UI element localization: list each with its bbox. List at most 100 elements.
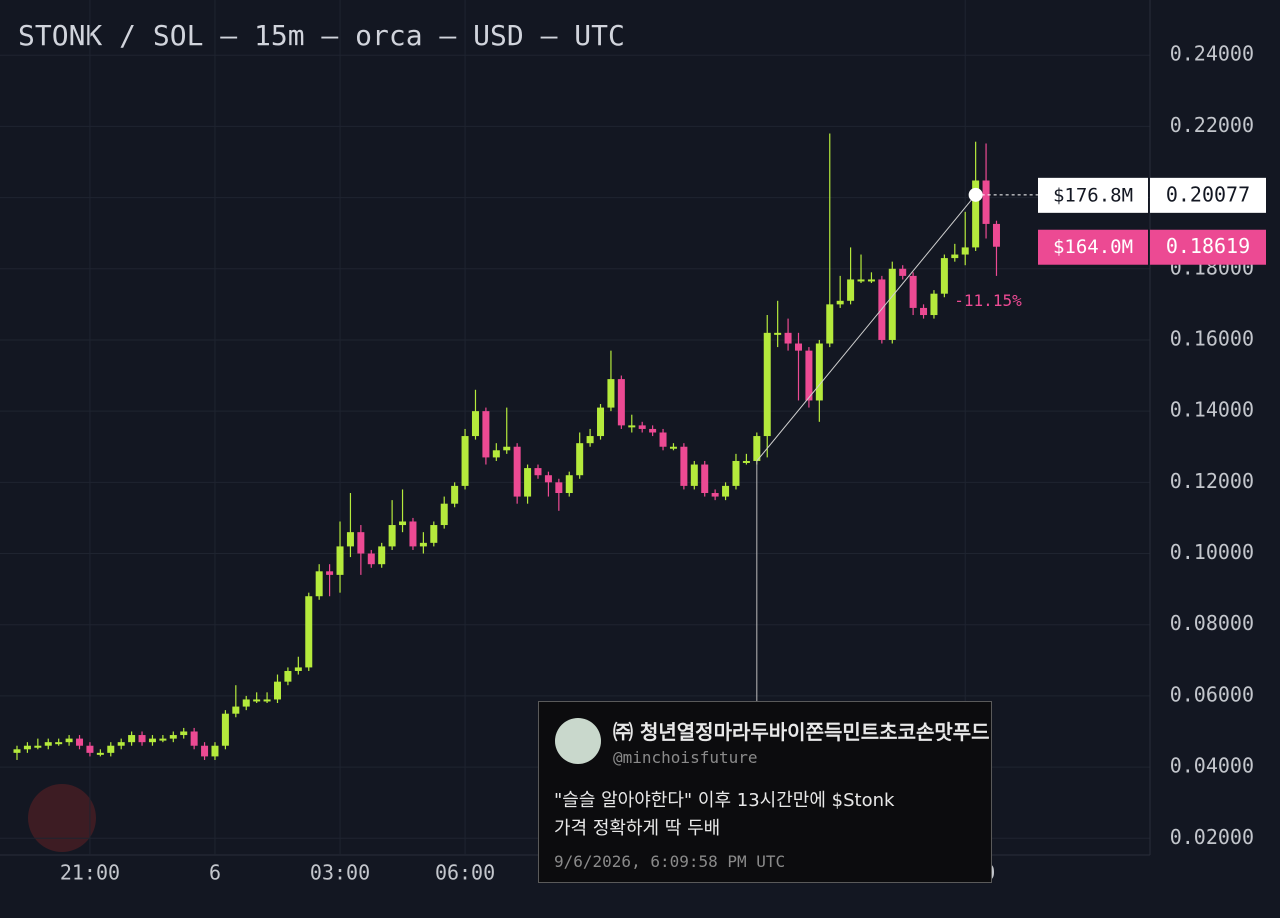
y-tick-label: 0.08000: [1170, 611, 1254, 635]
candle-body: [867, 279, 875, 282]
candle-body: [399, 521, 407, 526]
candle-body: [930, 293, 938, 316]
candle-body: [503, 446, 511, 451]
candle-body: [315, 571, 323, 597]
market-cap-box: [1038, 177, 1148, 213]
tweet-name: ㈜ 청년열정마라두바이쫀득민트초코손맛푸드: [613, 720, 990, 744]
candle-body: [419, 542, 427, 547]
tweet-text: 가격 정확하게 딱 두배: [554, 818, 721, 839]
y-tick-label: 0.02000: [1170, 825, 1254, 849]
candle-body: [367, 553, 375, 565]
candle-body: [711, 493, 719, 497]
tweet-date: 9/6/2026, 6:09:58 PM UTC: [554, 852, 786, 871]
candle-body: [638, 425, 646, 429]
candle-body: [513, 446, 521, 497]
candle-body: [346, 532, 354, 547]
candle-body: [951, 254, 959, 259]
candle-body: [159, 738, 167, 741]
candle-body: [55, 742, 63, 745]
tweet-handle: @minchoisfuture: [613, 748, 758, 767]
candle-body: [305, 596, 313, 668]
y-tick-label: 0.24000: [1170, 42, 1254, 66]
candle-body: [65, 738, 73, 743]
y-tick-label: 0.14000: [1170, 398, 1254, 422]
y-tick-label: 0.22000: [1170, 113, 1254, 137]
candle-body: [805, 350, 813, 401]
candle-body: [826, 304, 834, 344]
candle-body: [86, 745, 94, 753]
candle-body: [722, 485, 730, 497]
avatar: [555, 718, 601, 764]
candle-body: [471, 411, 479, 437]
tweet-card[interactable]: ㈜ 청년열정마라두바이쫀득민트초코손맛푸드 @minchoisfuture "슬…: [538, 701, 992, 883]
marker-dot: [968, 187, 983, 202]
price-label: 0.18619: [1166, 234, 1250, 258]
candle-body: [440, 503, 448, 526]
candle-body: [326, 571, 334, 575]
candle-body: [451, 485, 459, 504]
candle-body: [753, 436, 761, 461]
candle-body: [742, 460, 750, 463]
candle-body: [617, 379, 625, 426]
candle-body: [888, 268, 896, 340]
chart-title: STONK / SOL — 15m — orca — USD — UTC: [18, 19, 625, 52]
candle-body: [576, 443, 584, 476]
candle-body: [263, 699, 271, 702]
candle-body: [982, 180, 990, 224]
price-box: [1150, 229, 1266, 265]
candle-body: [461, 436, 469, 486]
x-tick-label: 6: [209, 861, 221, 885]
candle-body: [336, 546, 344, 575]
candle-body: [628, 425, 636, 428]
price-label: 0.20077: [1166, 182, 1250, 206]
candle-body: [940, 258, 948, 294]
x-tick-label: 03:00: [310, 861, 370, 885]
candle-body: [815, 343, 823, 401]
candle-body: [649, 428, 657, 433]
candle-body: [274, 681, 281, 700]
candle-body: [242, 699, 250, 707]
candle-body: [961, 247, 969, 255]
y-tick-label: 0.16000: [1170, 326, 1254, 350]
candle-body: [284, 670, 292, 682]
candle-body: [492, 450, 500, 458]
candle-body: [190, 731, 198, 746]
candle-body: [972, 180, 980, 248]
candle-body: [857, 279, 865, 282]
candle-body: [680, 446, 688, 486]
candle-body: [430, 525, 438, 543]
candle-body: [774, 332, 782, 335]
candle-body: [96, 752, 104, 755]
candle-body: [253, 699, 261, 702]
y-tick-label: 0.06000: [1170, 682, 1254, 706]
candle-body: [565, 475, 573, 494]
candle-body: [76, 738, 84, 746]
candle-body: [138, 735, 146, 743]
candle-body: [107, 745, 115, 753]
candle-body: [544, 475, 552, 483]
candle-body: [899, 268, 907, 276]
candle-body: [117, 742, 125, 746]
candle-body: [44, 742, 52, 746]
candle-body: [836, 300, 844, 305]
candle-body: [784, 332, 792, 344]
candle-body: [701, 464, 709, 494]
candle-body: [524, 468, 532, 497]
candle-body: [534, 468, 542, 476]
candle-body: [388, 525, 396, 547]
candles: [13, 133, 1000, 760]
candle-body: [690, 464, 698, 486]
x-tick-label: 21:00: [60, 861, 120, 885]
price-box: [1150, 177, 1266, 213]
candle-body: [992, 223, 1000, 247]
candle-body: [221, 713, 229, 746]
candle-body: [669, 446, 677, 449]
candle-body: [357, 532, 365, 554]
candle-body: [201, 745, 209, 757]
y-tick-label: 0.04000: [1170, 754, 1254, 778]
market-cap-box: [1038, 229, 1148, 265]
candle-body: [482, 411, 490, 458]
candle-body: [34, 745, 42, 748]
candle-body: [795, 343, 802, 351]
